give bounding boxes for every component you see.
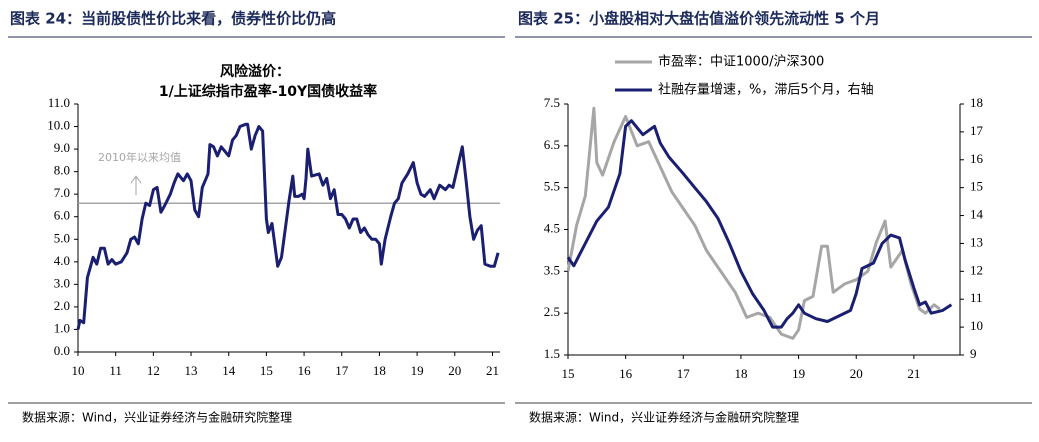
y-tick-label: 5.5 <box>544 179 560 194</box>
x-tick-label: 20 <box>850 366 863 381</box>
y-tick-label: 7.5 <box>544 95 560 110</box>
x-tick-label: 15 <box>562 366 575 381</box>
y-tick-label: 9.0 <box>54 140 70 155</box>
y-tick-label: 11.0 <box>48 95 70 110</box>
y2-tick-label: 16 <box>970 151 984 166</box>
y2-tick-label: 17 <box>970 123 984 138</box>
y-tick-label: 6.5 <box>544 137 560 152</box>
y-tick-label: 10.0 <box>47 118 70 133</box>
chart-subtitle: 1/上证综指市盈率-10Y国债收益率 <box>159 83 377 100</box>
caption: 图表 24：当前股债性价比来看，债券性价比仍高 <box>10 10 336 28</box>
y-tick-label: 7.0 <box>54 185 70 200</box>
y-tick-label: 4.0 <box>54 253 70 268</box>
x-tick-label: 21 <box>486 363 499 378</box>
y-tick-label: 5.0 <box>54 230 70 245</box>
y2-tick-label: 11 <box>970 290 983 305</box>
y-tick-label: 8.0 <box>54 163 70 178</box>
x-tick-label: 16 <box>619 366 633 381</box>
x-tick-label: 17 <box>335 363 349 378</box>
y2-tick-label: 18 <box>970 95 983 110</box>
x-tick-label: 20 <box>448 363 461 378</box>
x-tick-label: 19 <box>411 363 424 378</box>
y2-tick-label: 13 <box>970 234 983 249</box>
legend-label: 社融存量增速，%，滞后5个月，右轴 <box>658 82 874 98</box>
y-tick-label: 1.5 <box>544 346 560 361</box>
x-tick-label: 18 <box>734 366 747 381</box>
y-tick-label: 6.0 <box>54 208 70 223</box>
y2-tick-label: 12 <box>970 262 983 277</box>
y-tick-label: 0.0 <box>54 343 70 358</box>
y2-tick-label: 14 <box>970 207 984 222</box>
y2-tick-label: 15 <box>970 179 983 194</box>
series-line <box>76 122 500 330</box>
legend-label: 市盈率：中证1000/沪深300 <box>658 54 824 70</box>
source: 数据来源：Wind，兴业证券经济与金融研究院整理 <box>22 410 292 425</box>
x-tick-label: 16 <box>298 363 312 378</box>
y-tick-label: 2.0 <box>54 298 70 313</box>
y-tick-label: 4.5 <box>544 220 560 235</box>
y-tick-label: 3.5 <box>544 262 560 277</box>
annotation: 2010年以来均值 <box>98 150 181 164</box>
x-tick-label: 12 <box>147 363 160 378</box>
x-tick-label: 18 <box>373 363 386 378</box>
y-tick-label: 1.0 <box>54 320 70 335</box>
chart-title: 风险溢价： <box>220 63 290 80</box>
x-tick-label: 21 <box>907 366 920 381</box>
y-tick-label: 2.5 <box>544 304 560 319</box>
annotation-arrowhead <box>130 175 142 184</box>
x-tick-label: 15 <box>260 363 273 378</box>
source: 数据来源：Wind，兴业证券经济与金融研究院整理 <box>529 410 799 425</box>
x-tick-label: 19 <box>792 366 805 381</box>
caption: 图表 25：小盘股相对大盘估值溢价领先流动性 5 个月 <box>518 10 880 28</box>
y-tick-label: 3.0 <box>54 275 70 290</box>
x-tick-label: 14 <box>222 363 236 378</box>
series-line <box>566 119 953 329</box>
x-tick-label: 11 <box>109 363 122 378</box>
y2-tick-label: 10 <box>970 318 983 333</box>
x-tick-label: 10 <box>72 363 85 378</box>
x-tick-label: 13 <box>185 363 198 378</box>
x-tick-label: 17 <box>677 366 691 381</box>
y2-tick-label: 9 <box>970 346 977 361</box>
